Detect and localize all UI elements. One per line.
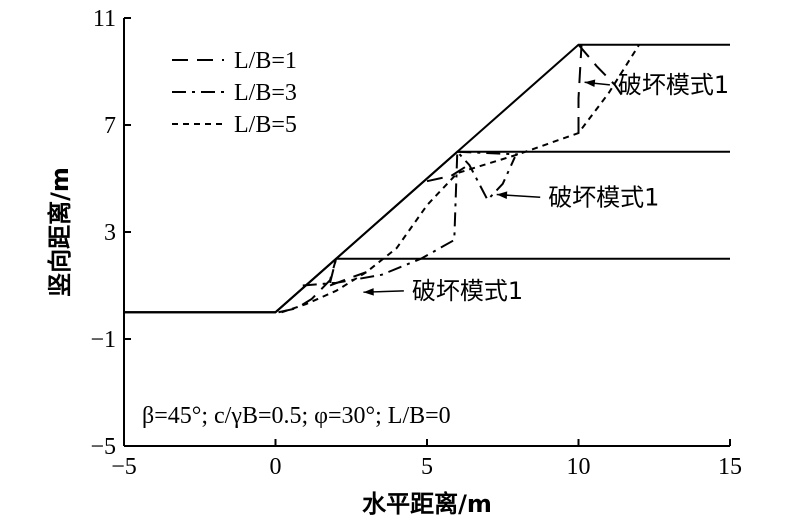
failure-surfaces (278, 44, 640, 314)
y-tick-label: −5 (90, 434, 116, 460)
annotation-arrowhead (584, 79, 596, 88)
x-tick-label: 0 (270, 454, 282, 480)
parameter-note: β=45°; c/γB=0.5; φ=30°; L/B=0 (142, 403, 451, 429)
series-segment (577, 44, 583, 134)
legend-label: L/B=3 (234, 80, 297, 106)
annotation-label: 破坏模式1 (548, 183, 659, 211)
annotations: 破坏模式1 破坏模式1 破坏模式1 (363, 71, 729, 305)
series-segment (426, 161, 473, 183)
x-tick-label: 5 (421, 454, 433, 480)
y-axis-title: 竖向距离/m (46, 167, 74, 297)
y-tick-label: −1 (90, 327, 116, 353)
series-line (302, 149, 516, 287)
annotation-arrowhead (363, 288, 374, 296)
legend-label: L/B=5 (234, 112, 297, 138)
series-segment (329, 271, 367, 287)
annotation-label: 破坏模式1 (412, 277, 523, 305)
series-line (281, 44, 640, 314)
x-tick-label: −5 (111, 454, 137, 480)
annotation-arrowhead (496, 191, 508, 199)
legend-label: L/B=1 (234, 48, 297, 74)
x-tick-label: 15 (718, 454, 742, 480)
y-tick-label: 11 (93, 6, 116, 32)
slope-profile (124, 43, 730, 314)
series-segment (329, 258, 338, 284)
x-axis-title: 水平距离/m (362, 490, 492, 518)
series-segment (457, 150, 518, 156)
annotation-label: 破坏模式1 (618, 71, 729, 99)
series-segment (577, 44, 625, 99)
series-line (278, 258, 338, 314)
y-tick-label: 3 (104, 220, 116, 246)
ticks: −5 0 5 10 15 −5 −1 3 7 11 (90, 6, 742, 480)
y-tick-label: 7 (104, 113, 116, 139)
x-tick-label: 10 (567, 454, 591, 480)
legend: L/B=1 L/B=3 L/B=5 (172, 48, 297, 138)
